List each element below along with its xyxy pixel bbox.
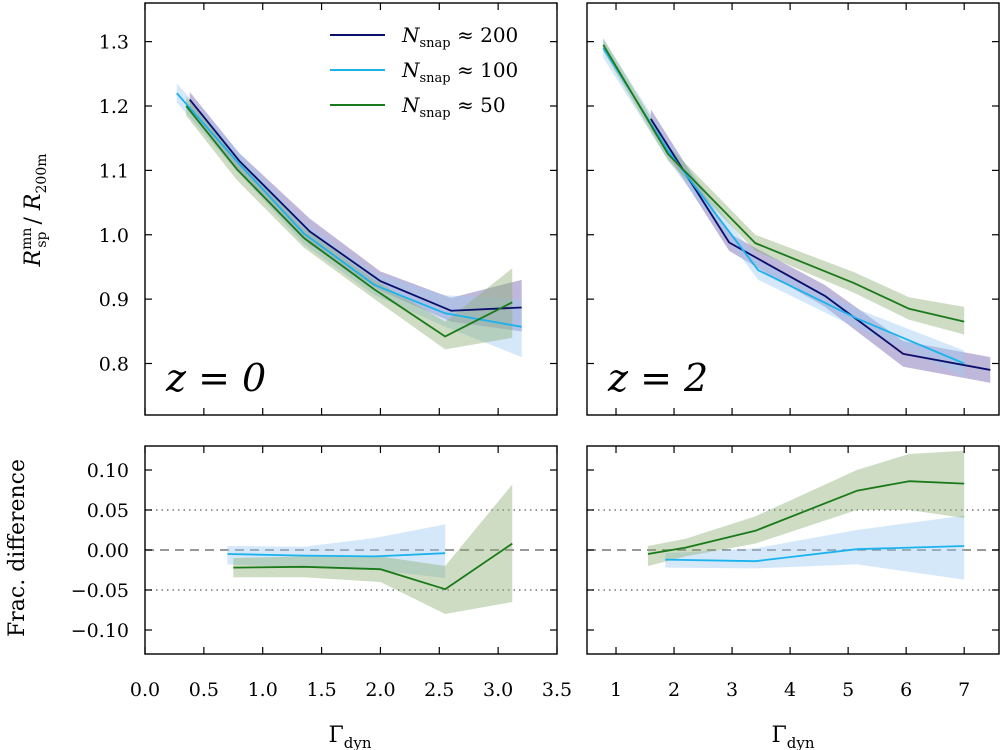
x-tick-label: 5 xyxy=(842,679,854,701)
x-tick-label: 3.5 xyxy=(542,679,572,701)
band-n50 xyxy=(233,484,513,614)
y-tick-label: 1.2 xyxy=(99,96,129,118)
panel-top-left: 0.8 0.9 1.0 1.1 1.2 1.3 z = 0 xyxy=(99,2,558,416)
series-line-n50 xyxy=(647,480,965,555)
y-axis-label-top: Rmnsp / R200m xyxy=(19,153,50,267)
panel-bottom-right: 1 2 3 4 5 6 7 xyxy=(586,445,1000,701)
y-tick-label: 0.9 xyxy=(99,289,129,311)
panel-top-right: z = 2 xyxy=(586,2,1000,416)
panel-label: z = 0 xyxy=(165,356,266,400)
x-tick-label: 3.0 xyxy=(483,679,513,701)
series-line-n50 xyxy=(602,44,965,323)
x-tick-label: 1 xyxy=(610,679,622,701)
legend-entry-label: Nsnap ≈ 200 xyxy=(401,23,518,51)
x-tick-label: 2.5 xyxy=(424,679,454,701)
y-tick-label: 1.3 xyxy=(99,32,129,54)
x-tick-label: 1.0 xyxy=(248,679,278,701)
legend: Nsnap ≈ 200 Nsnap ≈ 100 Nsnap ≈ 50 xyxy=(330,23,518,121)
series-line-n100 xyxy=(176,92,522,328)
y-tick-label: 0.00 xyxy=(87,540,129,562)
series-line-n100 xyxy=(227,552,446,558)
axes-frame xyxy=(144,2,558,416)
x-tick-label: 7 xyxy=(958,679,970,701)
band-n100 xyxy=(176,83,522,358)
series-line-n100 xyxy=(665,545,965,563)
y-axis-label-bottom: Frac. difference xyxy=(5,459,30,637)
y-tick-label: 0.05 xyxy=(87,500,129,522)
series-line-n50 xyxy=(185,105,513,338)
band-n50 xyxy=(186,96,513,350)
x-tick-label: 3 xyxy=(726,679,738,701)
band-n100 xyxy=(665,515,965,580)
panel-label: z = 2 xyxy=(607,356,708,400)
band-n50 xyxy=(603,38,965,335)
x-tick-label: 2.0 xyxy=(365,679,395,701)
legend-entry-label: Nsnap ≈ 50 xyxy=(401,93,506,121)
x-axis-label-left: Γdyn xyxy=(328,723,371,750)
y-tick-label: 0.8 xyxy=(99,354,129,376)
y-tick-label: 1.1 xyxy=(99,160,129,182)
x-tick-label: 2 xyxy=(668,679,680,701)
x-tick-label: 6 xyxy=(900,679,912,701)
x-tick-label: 1.5 xyxy=(306,679,336,701)
y-tick-label: 1.0 xyxy=(99,225,129,247)
series-line-n50 xyxy=(233,542,513,591)
band-n200 xyxy=(650,109,991,383)
x-tick-label: 0.0 xyxy=(130,679,160,701)
axes-frame xyxy=(586,2,1000,416)
legend-entry-label: Nsnap ≈ 100 xyxy=(401,58,518,86)
y-tick-label: −0.10 xyxy=(71,620,129,642)
band-n100 xyxy=(227,524,446,578)
band-n200 xyxy=(189,91,522,332)
series-line-n200 xyxy=(189,98,522,312)
band-n100 xyxy=(603,38,965,377)
y-tick-label: −0.05 xyxy=(71,580,129,602)
x-tick-label: 0.5 xyxy=(189,679,219,701)
x-axis-label-right: Γdyn xyxy=(771,723,814,750)
y-tick-label: 0.10 xyxy=(87,460,129,482)
panel-bottom-left: 0.0 0.5 1.0 1.5 2.0 2.5 3.0 3.5 −0.10 −0.05 0.00 0.… xyxy=(71,445,572,701)
series-line-n200 xyxy=(650,118,991,371)
x-tick-label: 4 xyxy=(784,679,796,701)
